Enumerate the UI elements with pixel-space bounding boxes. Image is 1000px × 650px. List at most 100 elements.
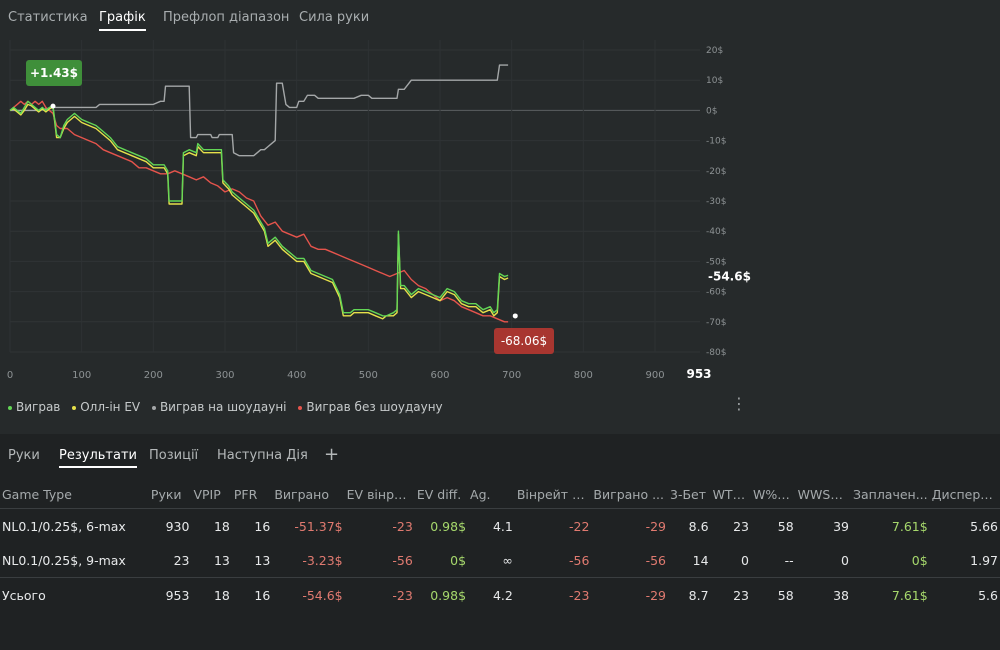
tab-statistics[interactable]: Статистика bbox=[8, 10, 88, 25]
max-label-badge bbox=[26, 60, 82, 86]
cell: -22 bbox=[514, 508, 592, 543]
cell: 4.1 bbox=[468, 508, 515, 543]
tab-graph[interactable]: Графік bbox=[99, 10, 146, 31]
y-tick-label: -40$ bbox=[706, 227, 726, 237]
cell: 58 bbox=[750, 508, 796, 543]
cell: ∞ bbox=[502, 552, 513, 568]
cell: 8.7 bbox=[668, 577, 711, 612]
tab-preflop-range[interactable]: Префлоп діапазон bbox=[163, 10, 290, 25]
cell: -29 bbox=[591, 508, 669, 543]
column-header[interactable]: Руки bbox=[150, 486, 182, 502]
y-tick-label: -60$ bbox=[706, 288, 726, 298]
cell-game-type: Усього bbox=[0, 577, 149, 612]
column-header[interactable]: VPIP bbox=[193, 486, 221, 502]
column-header[interactable]: WWSF% bbox=[797, 486, 850, 502]
column-header[interactable]: Ag. bbox=[470, 486, 491, 502]
x-tick-label: 100 bbox=[72, 370, 91, 381]
column-header[interactable]: Дисперсі... bbox=[931, 486, 1000, 502]
table-total-row[interactable]: Усього 953 18 16 -54.6$ -23 0.98$ 4.2 -2… bbox=[0, 577, 1000, 612]
min-label-badge bbox=[494, 328, 554, 354]
y-tick-label: -20$ bbox=[706, 167, 726, 177]
tab-results[interactable]: Результати bbox=[59, 448, 137, 468]
cell: -51.37$ bbox=[272, 508, 345, 543]
cell: 5.6 bbox=[929, 577, 1000, 612]
column-header[interactable]: PFR bbox=[233, 486, 258, 502]
cell-game-type: NL0.1/0.25$, 9-max bbox=[2, 552, 126, 568]
cell: 23 bbox=[173, 552, 190, 568]
cell: -56 bbox=[569, 552, 590, 568]
legend-dot-allin-ev bbox=[72, 405, 77, 410]
top-tab-bar: Статистика Графік Префлоп діапазон Сила … bbox=[0, 0, 1000, 34]
column-header[interactable]: EV diff. bbox=[416, 486, 462, 502]
cell: -23 bbox=[344, 577, 415, 612]
max-point-marker bbox=[50, 103, 56, 109]
y-tick-label: -70$ bbox=[706, 318, 726, 328]
column-header[interactable]: 3-Бет bbox=[670, 486, 707, 502]
table-row[interactable]: NL0.1/0.25$, 6-max 930 18 16 -51.37$ -23… bbox=[0, 508, 1000, 543]
y-tick-label: -30$ bbox=[706, 197, 726, 207]
cell: 18 bbox=[191, 508, 232, 543]
y-tick-label: -50$ bbox=[706, 257, 726, 267]
x-tick-label: 700 bbox=[502, 370, 521, 381]
cell: 4.2 bbox=[468, 577, 515, 612]
column-header[interactable]: Game Type bbox=[2, 486, 72, 502]
column-header[interactable]: Виграно ... bbox=[593, 486, 664, 502]
cell: -29 bbox=[591, 577, 669, 612]
tab-positions[interactable]: Позиції bbox=[149, 448, 199, 463]
legend-item-won[interactable]: Виграв bbox=[8, 400, 60, 414]
series-line-1 bbox=[9, 103, 509, 320]
cell: 7.61$ bbox=[850, 508, 930, 543]
x-tick-label: 600 bbox=[430, 370, 449, 381]
cell: 7.61$ bbox=[850, 577, 930, 612]
legend-item-showdown[interactable]: Виграв на шоудауні bbox=[151, 400, 287, 414]
series-line-2 bbox=[10, 64, 509, 157]
column-header[interactable]: WTSD bbox=[712, 486, 751, 502]
legend-dot-showdown bbox=[151, 405, 156, 410]
cell-game-type: NL0.1/0.25$, 6-max bbox=[0, 508, 149, 543]
cell: 0.98$ bbox=[414, 508, 469, 543]
y-tick-label: 10$ bbox=[706, 76, 723, 86]
cell: -- bbox=[784, 552, 794, 568]
cell: 1.97 bbox=[970, 552, 998, 568]
cell: 5.66 bbox=[929, 508, 1000, 543]
cell: -56 bbox=[392, 552, 413, 568]
cell: 13 bbox=[213, 552, 230, 568]
tab-hand-strength[interactable]: Сила руки bbox=[299, 10, 370, 25]
tab-hands[interactable]: Руки bbox=[8, 448, 40, 463]
x-tick-label: 953 bbox=[686, 367, 711, 381]
legend-item-allin-ev[interactable]: Олл-ін EV bbox=[72, 400, 140, 414]
column-header[interactable]: Заплачен... bbox=[852, 486, 928, 502]
end-value-label: -54.6$ bbox=[708, 269, 751, 283]
y-tick-label: -10$ bbox=[706, 137, 726, 147]
min-label: -68.06$ bbox=[501, 334, 547, 348]
series-line-0 bbox=[9, 100, 509, 317]
cell: 0.98$ bbox=[414, 577, 469, 612]
cell: 930 bbox=[148, 508, 192, 543]
column-header[interactable]: Вінрейт у ... bbox=[516, 486, 592, 502]
cell: 23 bbox=[710, 577, 751, 612]
add-tab-icon[interactable]: + bbox=[324, 444, 340, 465]
min-point-marker bbox=[512, 313, 518, 319]
tab-next-action[interactable]: Наступна Дія bbox=[217, 448, 308, 463]
cell: 38 bbox=[795, 577, 851, 612]
cell: 18 bbox=[191, 577, 232, 612]
cell: -23 bbox=[514, 577, 592, 612]
y-tick-label: 20$ bbox=[706, 46, 723, 56]
y-tick-label: -80$ bbox=[706, 348, 726, 358]
table-header-row: Game Type Руки VPIP PFR Виграно EV вінре… bbox=[0, 480, 1000, 509]
column-header[interactable]: W%SD bbox=[752, 486, 795, 502]
more-options-icon[interactable]: ⋮ bbox=[731, 394, 747, 413]
column-header[interactable]: EV вінрей... bbox=[346, 486, 415, 502]
legend-item-non-showdown[interactable]: Виграв без шоудауну bbox=[298, 400, 443, 414]
x-tick-label: 0 bbox=[7, 370, 13, 381]
cell: 39 bbox=[795, 508, 851, 543]
cell: -56 bbox=[645, 552, 667, 568]
cell: 58 bbox=[750, 577, 796, 612]
cell: 16 bbox=[231, 577, 273, 612]
x-tick-label: 300 bbox=[215, 370, 234, 381]
table-row[interactable]: NL0.1/0.25$, 9-max 23 13 13 -3.23$ -56 0… bbox=[0, 543, 1000, 578]
cell: 8.6 bbox=[668, 508, 711, 543]
x-tick-label: 500 bbox=[359, 370, 378, 381]
column-header[interactable]: Виграно bbox=[274, 486, 329, 502]
profit-chart[interactable]: 20$ 10$ 0$ -10$ -20$ -30$ -40$ -50$ -60$ -70$ -80$… bbox=[0, 30, 1000, 395]
